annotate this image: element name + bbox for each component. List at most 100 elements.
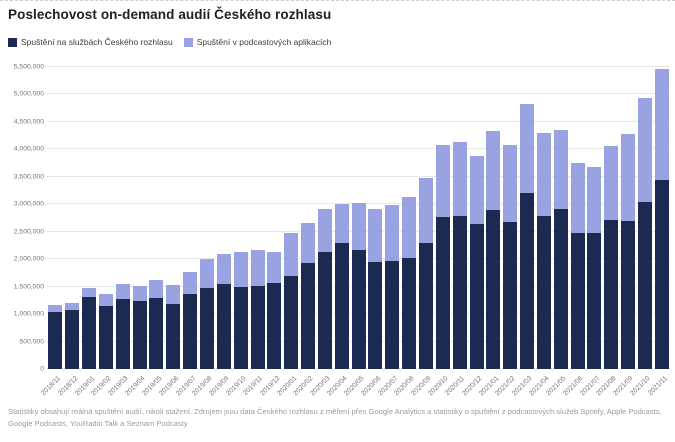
bar-segment-podcast-apps[interactable] — [621, 134, 636, 222]
bar-segment-podcast-apps[interactable] — [654, 69, 669, 180]
bar-segment-cr-services[interactable] — [98, 305, 113, 369]
bar-segment-podcast-apps[interactable] — [267, 251, 282, 284]
bar-segment-podcast-apps[interactable] — [301, 222, 316, 264]
bar-group-2021-08[interactable] — [604, 67, 619, 369]
bar-segment-cr-services[interactable] — [520, 192, 535, 369]
bar-group-2020-07[interactable] — [385, 67, 400, 369]
bar-segment-cr-services[interactable] — [149, 297, 164, 369]
bar-segment-podcast-apps[interactable] — [166, 285, 181, 304]
bar-segment-cr-services[interactable] — [233, 287, 248, 369]
bar-segment-cr-services[interactable] — [469, 224, 484, 369]
bar-group-2019-05[interactable] — [149, 67, 164, 369]
bar-group-2021-01[interactable] — [486, 67, 501, 369]
bar-segment-cr-services[interactable] — [637, 201, 652, 369]
bar-segment-cr-services[interactable] — [115, 298, 130, 369]
bar-segment-podcast-apps[interactable] — [368, 209, 383, 262]
bar-segment-podcast-apps[interactable] — [536, 133, 551, 217]
bar-segment-cr-services[interactable] — [503, 222, 518, 369]
bar-group-2020-02[interactable] — [301, 67, 316, 369]
bar-segment-cr-services[interactable] — [553, 208, 568, 369]
bar-segment-podcast-apps[interactable] — [520, 103, 535, 193]
bar-segment-cr-services[interactable] — [183, 293, 198, 369]
bar-segment-cr-services[interactable] — [48, 311, 63, 369]
bar-group-2020-03[interactable] — [317, 67, 332, 369]
bar-segment-podcast-apps[interactable] — [402, 197, 417, 259]
bar-segment-podcast-apps[interactable] — [98, 294, 113, 306]
bar-segment-podcast-apps[interactable] — [149, 279, 164, 298]
bar-segment-podcast-apps[interactable] — [418, 178, 433, 244]
bar-segment-cr-services[interactable] — [536, 216, 551, 369]
bar-segment-cr-services[interactable] — [402, 258, 417, 369]
bar-segment-podcast-apps[interactable] — [132, 285, 147, 301]
bar-group-2021-02[interactable] — [503, 67, 518, 369]
bar-group-2020-10[interactable] — [435, 67, 450, 369]
bar-segment-cr-services[interactable] — [418, 243, 433, 369]
bar-segment-podcast-apps[interactable] — [65, 302, 80, 311]
bar-group-2019-03[interactable] — [115, 67, 130, 369]
bar-group-2020-08[interactable] — [402, 67, 417, 369]
bar-segment-podcast-apps[interactable] — [250, 250, 265, 287]
bar-group-2021-05[interactable] — [553, 67, 568, 369]
bar-group-2019-07[interactable] — [183, 67, 198, 369]
bar-segment-podcast-apps[interactable] — [216, 253, 231, 285]
bar-segment-podcast-apps[interactable] — [469, 155, 484, 225]
bar-segment-podcast-apps[interactable] — [553, 129, 568, 209]
bar-group-2021-09[interactable] — [621, 67, 636, 369]
bar-group-2019-02[interactable] — [98, 67, 113, 369]
bar-segment-podcast-apps[interactable] — [637, 97, 652, 202]
bar-segment-podcast-apps[interactable] — [48, 305, 63, 312]
bar-segment-cr-services[interactable] — [486, 210, 501, 369]
bar-segment-podcast-apps[interactable] — [233, 251, 248, 288]
bar-group-2020-05[interactable] — [351, 67, 366, 369]
bar-segment-cr-services[interactable] — [570, 233, 585, 369]
bar-group-2020-06[interactable] — [368, 67, 383, 369]
bar-group-2020-11[interactable] — [452, 67, 467, 369]
bar-segment-cr-services[interactable] — [587, 233, 602, 369]
bar-group-2020-04[interactable] — [334, 67, 349, 369]
bar-segment-cr-services[interactable] — [132, 300, 147, 369]
bar-segment-podcast-apps[interactable] — [452, 142, 467, 216]
bar-segment-podcast-apps[interactable] — [183, 272, 198, 294]
bar-group-2019-11[interactable] — [250, 67, 265, 369]
bar-segment-podcast-apps[interactable] — [317, 209, 332, 253]
bar-segment-cr-services[interactable] — [200, 287, 215, 369]
bar-segment-cr-services[interactable] — [250, 286, 265, 369]
bar-group-2018-12[interactable] — [65, 67, 80, 369]
bar-group-2020-01[interactable] — [284, 67, 299, 369]
bar-group-2021-07[interactable] — [587, 67, 602, 369]
bar-group-2019-01[interactable] — [82, 67, 97, 369]
bar-segment-cr-services[interactable] — [216, 284, 231, 369]
bar-segment-cr-services[interactable] — [284, 275, 299, 369]
bar-segment-cr-services[interactable] — [368, 261, 383, 369]
bar-group-2021-04[interactable] — [536, 67, 551, 369]
bar-group-2019-08[interactable] — [200, 67, 215, 369]
bar-segment-podcast-apps[interactable] — [604, 145, 619, 220]
bar-segment-cr-services[interactable] — [82, 297, 97, 369]
bar-segment-cr-services[interactable] — [317, 252, 332, 369]
bar-segment-podcast-apps[interactable] — [284, 233, 299, 276]
bar-segment-podcast-apps[interactable] — [115, 283, 130, 299]
bar-group-2021-11[interactable] — [654, 67, 669, 369]
bar-group-2019-12[interactable] — [267, 67, 282, 369]
bar-group-2019-09[interactable] — [216, 67, 231, 369]
bar-group-2019-06[interactable] — [166, 67, 181, 369]
bar-segment-cr-services[interactable] — [604, 219, 619, 369]
bar-group-2021-03[interactable] — [520, 67, 535, 369]
bar-segment-cr-services[interactable] — [301, 263, 316, 369]
bar-segment-cr-services[interactable] — [166, 303, 181, 369]
bar-segment-cr-services[interactable] — [435, 216, 450, 369]
bar-segment-podcast-apps[interactable] — [351, 202, 366, 250]
bar-group-2020-12[interactable] — [469, 67, 484, 369]
bar-segment-cr-services[interactable] — [385, 261, 400, 369]
bar-group-2021-06[interactable] — [570, 67, 585, 369]
bar-segment-podcast-apps[interactable] — [486, 131, 501, 211]
bar-segment-cr-services[interactable] — [267, 283, 282, 369]
bar-segment-podcast-apps[interactable] — [82, 288, 97, 298]
bar-group-2019-04[interactable] — [132, 67, 147, 369]
bar-segment-cr-services[interactable] — [334, 242, 349, 369]
bar-segment-podcast-apps[interactable] — [334, 203, 349, 243]
bar-group-2019-10[interactable] — [233, 67, 248, 369]
bar-segment-cr-services[interactable] — [65, 310, 80, 369]
bar-segment-podcast-apps[interactable] — [200, 258, 215, 288]
bar-group-2018-11[interactable] — [48, 67, 63, 369]
